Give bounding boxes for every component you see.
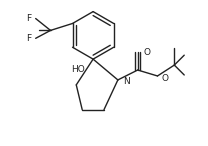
Text: F: F — [27, 34, 32, 43]
Text: F: F — [27, 14, 32, 23]
Text: N: N — [123, 77, 130, 86]
Text: O: O — [144, 48, 151, 57]
Text: O: O — [161, 74, 168, 84]
Text: HO: HO — [71, 65, 85, 74]
